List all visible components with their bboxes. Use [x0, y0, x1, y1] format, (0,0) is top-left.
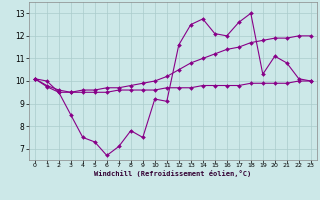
X-axis label: Windchill (Refroidissement éolien,°C): Windchill (Refroidissement éolien,°C) — [94, 170, 252, 177]
